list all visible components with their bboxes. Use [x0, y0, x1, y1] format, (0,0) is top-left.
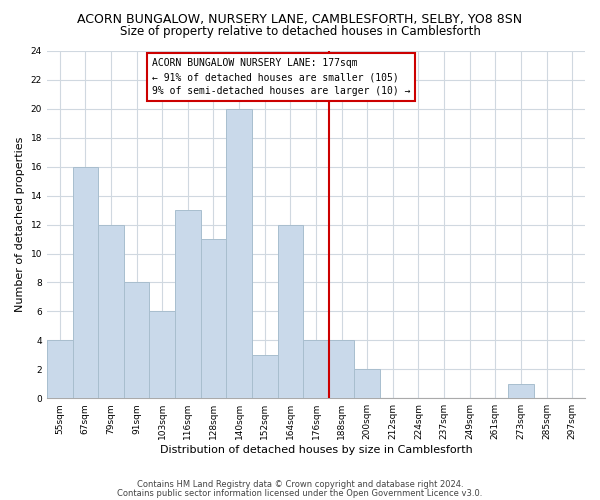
Bar	[47, 340, 73, 398]
Bar	[175, 210, 200, 398]
Bar	[329, 340, 355, 398]
Bar	[98, 224, 124, 398]
Text: Contains HM Land Registry data © Crown copyright and database right 2024.: Contains HM Land Registry data © Crown c…	[137, 480, 463, 489]
Bar	[124, 282, 149, 398]
Text: Contains public sector information licensed under the Open Government Licence v3: Contains public sector information licen…	[118, 488, 482, 498]
Bar	[226, 109, 252, 398]
Y-axis label: Number of detached properties: Number of detached properties	[15, 137, 25, 312]
Text: ACORN BUNGALOW NURSERY LANE: 177sqm
← 91% of detached houses are smaller (105)
9: ACORN BUNGALOW NURSERY LANE: 177sqm ← 91…	[152, 58, 410, 96]
Bar	[278, 224, 303, 398]
Bar	[200, 239, 226, 398]
Bar	[355, 370, 380, 398]
Text: ACORN BUNGALOW, NURSERY LANE, CAMBLESFORTH, SELBY, YO8 8SN: ACORN BUNGALOW, NURSERY LANE, CAMBLESFOR…	[77, 12, 523, 26]
X-axis label: Distribution of detached houses by size in Camblesforth: Distribution of detached houses by size …	[160, 445, 472, 455]
Bar	[73, 166, 98, 398]
Bar	[252, 355, 278, 398]
Bar	[508, 384, 534, 398]
Bar	[303, 340, 329, 398]
Bar	[149, 312, 175, 398]
Text: Size of property relative to detached houses in Camblesforth: Size of property relative to detached ho…	[119, 25, 481, 38]
